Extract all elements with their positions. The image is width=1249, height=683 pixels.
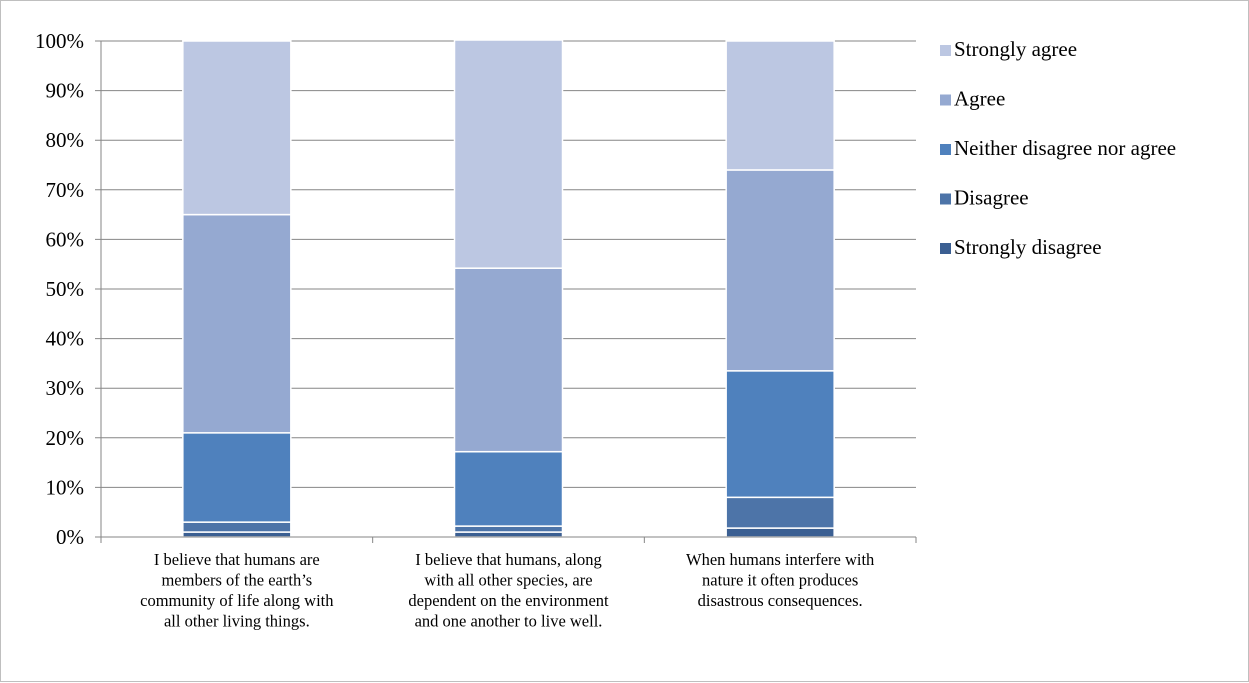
x-category-label: I believe that humans are members of the … [140, 550, 334, 631]
x-category-label: I believe that humans, along with all oth… [408, 550, 609, 631]
x-category-label: When humans interfere with nature it ofte… [686, 550, 875, 610]
x-axis: I believe that humans are members of the … [100, 536, 917, 631]
y-tick-label: 70% [46, 178, 85, 202]
legend-swatch [940, 45, 951, 56]
y-tick-label: 10% [46, 475, 85, 499]
bar-segment-strongly-agree [182, 40, 292, 216]
y-tick-label: 100% [35, 29, 84, 53]
bar-segment-disagree [182, 521, 292, 533]
y-axis: 0% 10% 20% 30% 40% 50% 60% 70% 80% 90% 100% [35, 29, 102, 549]
legend-swatch [940, 193, 951, 205]
legend-label: Strongly agree [954, 37, 1077, 61]
y-tick-label: 20% [46, 426, 85, 450]
y-tick-label: 60% [46, 227, 85, 251]
bar-segment-strongly-disagree [725, 527, 835, 538]
y-tick-label: 30% [46, 376, 85, 400]
bar-segment-disagree [453, 525, 564, 533]
x-category-label-line: with all other species, are [424, 571, 592, 590]
x-category-label-line: I believe that humans, along [415, 550, 602, 569]
y-tick-label: 80% [46, 128, 85, 152]
x-category-label-line: disastrous consequences. [698, 591, 863, 610]
y-tick-label: 50% [46, 277, 85, 301]
bar-segment-strongly-agree [453, 39, 564, 269]
y-tick-label: 40% [46, 327, 85, 351]
x-category-label-line: members of the earth’s [161, 571, 312, 590]
y-tick-label: 90% [46, 79, 85, 103]
bar-segment-disagree [725, 496, 835, 529]
bar-segment-agree [725, 169, 835, 372]
legend-label: Disagree [954, 186, 1029, 210]
bar-segment-agree [453, 267, 564, 453]
x-category-label-line: all other living things. [164, 612, 310, 631]
legend-label: Neither disagree nor agree [954, 136, 1176, 160]
bar-segment-strongly-agree [725, 40, 835, 171]
x-category-label-line: I believe that humans are [154, 550, 320, 569]
bar-segment-agree [182, 213, 292, 434]
y-tick-label: 0% [56, 525, 84, 549]
x-category-label-line: community of life along with [140, 591, 334, 610]
bar-segment-neither-disagree-nor-agree [725, 370, 835, 499]
x-category-label-line: and one another to live well. [415, 612, 603, 631]
legend-label: Strongly disagree [954, 235, 1102, 259]
bar-segment-neither-disagree-nor-agree [182, 432, 292, 523]
legend-swatch [940, 243, 951, 254]
bar-segment-neither-disagree-nor-agree [453, 450, 564, 527]
x-category-label-line: nature it often produces [702, 571, 858, 590]
bars [182, 39, 835, 538]
x-category-label-line: When humans interfere with [686, 550, 875, 569]
legend: Strongly agree Agree Neither disagree nor … [940, 37, 1176, 259]
x-category-label-line: dependent on the environment [408, 591, 609, 610]
legend-swatch [940, 144, 951, 155]
legend-label: Agree [954, 87, 1005, 111]
legend-swatch [940, 94, 951, 106]
